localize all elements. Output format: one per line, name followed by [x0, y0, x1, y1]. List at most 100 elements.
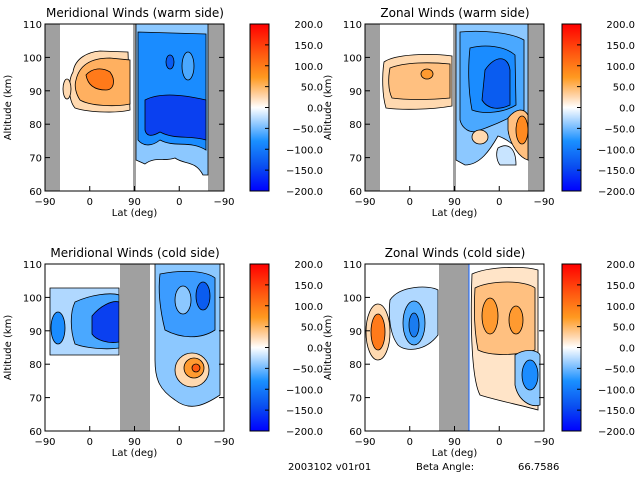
- panel-zonal-warm: Zonal Winds (warm side): [364, 6, 545, 192]
- colorbar-tick-label: 100.0: [606, 302, 635, 313]
- colorbar-tick-label: 150.0: [606, 41, 635, 52]
- x-tick-label: 0: [407, 197, 413, 208]
- contour-negative: [165, 54, 175, 70]
- colorbar-tick-label: −50.0: [604, 124, 635, 135]
- x-tick-label: −90: [34, 437, 55, 448]
- panel-zonal-cold: Zonal Winds (cold side): [364, 246, 545, 432]
- x-tick-label: −90: [213, 437, 234, 448]
- gap-region: [439, 264, 469, 431]
- x-axis-label: Lat (deg): [432, 448, 478, 459]
- contour-positive: [420, 68, 434, 80]
- x-tick-label: −90: [533, 437, 554, 448]
- colorbar-tick-label: 50.0: [613, 323, 635, 334]
- y-tick-label: 70: [349, 394, 362, 405]
- contour-negative: [408, 312, 420, 338]
- panel-title: Meridional Winds (cold side): [50, 246, 219, 260]
- colorbar-tick-label: −200.0: [286, 187, 323, 198]
- colorbar-tick-label: 100.0: [606, 62, 635, 73]
- date-version: 2003102 v01r01: [288, 462, 371, 473]
- panel-title: Zonal Winds (cold side): [385, 246, 526, 260]
- colorbar-tick-label: −100.0: [598, 145, 635, 156]
- contour-negative: [144, 94, 207, 141]
- colorbar-tick-label: −150.0: [286, 166, 323, 177]
- contour-negative: [496, 145, 517, 166]
- contour-positive: [62, 78, 72, 100]
- y-tick-label: 90: [349, 327, 362, 338]
- colorbar-tick-label: 100.0: [294, 62, 323, 73]
- y-tick-label: 70: [29, 394, 42, 405]
- gap-region: [45, 24, 60, 191]
- colorbar-tick-label: 100.0: [294, 302, 323, 313]
- colorbar-tick-label: 150.0: [606, 281, 635, 292]
- gap-region: [208, 24, 224, 191]
- contour-positive: [85, 68, 114, 91]
- plot-area: [364, 23, 545, 192]
- y-tick-label: 110: [23, 20, 42, 31]
- panel-meridional-warm: Meridional Winds (warm side): [44, 6, 225, 192]
- contour-negative: [91, 301, 120, 343]
- y-tick-label: 60: [29, 427, 42, 438]
- panel-title: Zonal Winds (warm side): [380, 6, 529, 20]
- colorbar-tick-label: −200.0: [598, 187, 635, 198]
- colorbar-tick-label: −100.0: [598, 385, 635, 396]
- colorbar-tick-label: 0.0: [307, 104, 323, 115]
- contour-negative: [481, 58, 511, 109]
- x-tick-label: −90: [34, 197, 55, 208]
- colorbar-tick-label: −100.0: [286, 145, 323, 156]
- plot-area: [44, 23, 225, 192]
- x-tick-label: 0: [176, 437, 182, 448]
- colorbar-tick-label: 200.0: [606, 260, 635, 271]
- panel-meridional-cold: Meridional Winds (cold side): [44, 246, 225, 432]
- contour-negative: [195, 281, 211, 311]
- y-tick-label: 100: [343, 53, 362, 64]
- y-tick-label: 100: [23, 293, 42, 304]
- contour-negative: [521, 359, 539, 391]
- colorbar-tick-label: 150.0: [294, 41, 323, 52]
- x-tick-label: 90: [448, 197, 461, 208]
- x-tick-label: 90: [448, 437, 461, 448]
- contour-positive: [481, 297, 499, 335]
- y-axis-label: Altitude (km): [323, 75, 334, 141]
- x-tick-label: 0: [407, 437, 413, 448]
- x-tick-label: −90: [533, 197, 554, 208]
- colorbar-tick-label: 0.0: [619, 344, 635, 355]
- contour-positive: [370, 313, 386, 351]
- x-tick-label: 0: [87, 437, 93, 448]
- colorbar-tick-label: 0.0: [307, 344, 323, 355]
- y-tick-label: 60: [349, 187, 362, 198]
- panel-title: Meridional Winds (warm side): [46, 6, 224, 20]
- colorbar-tick-label: −50.0: [292, 364, 323, 375]
- x-tick-label: 90: [128, 437, 141, 448]
- y-tick-label: 90: [349, 87, 362, 98]
- y-tick-label: 70: [29, 154, 42, 165]
- gap-region: [133, 24, 136, 191]
- y-tick-label: 110: [343, 20, 362, 31]
- contour-negative: [50, 311, 66, 345]
- contour-positive: [508, 305, 524, 335]
- x-tick-label: 90: [128, 197, 141, 208]
- x-tick-label: −90: [213, 197, 234, 208]
- x-tick-label: 0: [87, 197, 93, 208]
- beta-angle-label: Beta Angle:: [416, 462, 474, 473]
- contour-negative: [181, 51, 195, 81]
- gap-region: [365, 24, 380, 191]
- colorbar-tick-label: −150.0: [598, 166, 635, 177]
- y-tick-label: 60: [29, 187, 42, 198]
- x-axis-label: Lat (deg): [112, 208, 158, 219]
- beta-angle-value: 66.7586: [518, 462, 559, 473]
- y-tick-label: 80: [29, 120, 42, 131]
- x-tick-label: −90: [354, 197, 375, 208]
- x-tick-label: −90: [354, 437, 375, 448]
- colorbar-tick-label: −200.0: [598, 427, 635, 438]
- colorbar-tick-label: 50.0: [301, 323, 323, 334]
- contour-positive: [388, 62, 451, 100]
- y-tick-label: 90: [29, 87, 42, 98]
- x-axis-label: Lat (deg): [112, 448, 158, 459]
- gap-region: [528, 24, 544, 191]
- y-tick-label: 100: [23, 53, 42, 64]
- colorbar-tick-label: 50.0: [613, 83, 635, 94]
- gap-region: [120, 264, 150, 431]
- y-tick-label: 80: [349, 120, 362, 131]
- y-tick-label: 90: [29, 327, 42, 338]
